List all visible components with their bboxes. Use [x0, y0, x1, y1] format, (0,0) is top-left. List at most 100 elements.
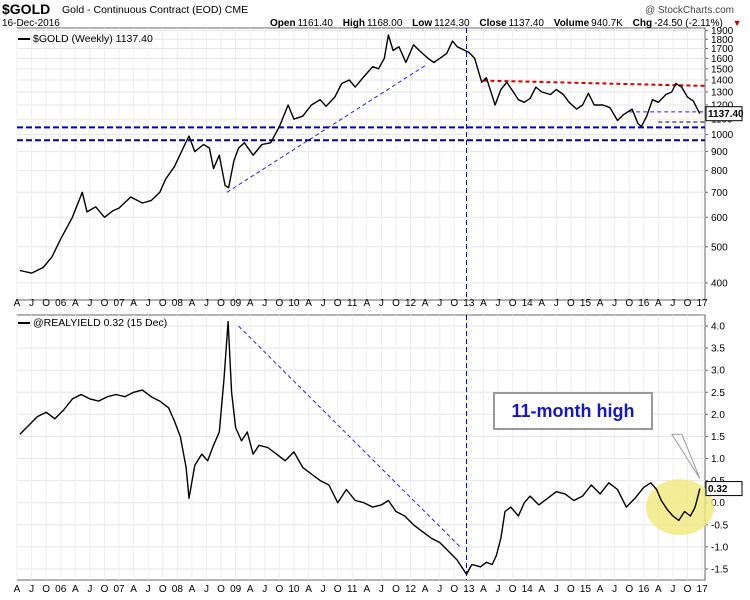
x-tick-label: J — [612, 584, 617, 595]
x-tick-label: A — [538, 298, 545, 309]
x-tick-label: 10 — [288, 298, 300, 309]
x-tick-label: J — [379, 584, 384, 595]
x-tick-label: O — [625, 584, 633, 595]
x-tick-label: A — [363, 584, 370, 595]
x-tick-label: 14 — [522, 298, 534, 309]
y-tick-label: 1000 — [711, 130, 734, 141]
x-tick-label: A — [655, 584, 662, 595]
last-value-box — [705, 106, 743, 122]
x-tick-label: 13 — [463, 584, 475, 595]
x-tick-label: A — [189, 298, 196, 309]
x-tick-label: A — [72, 298, 79, 309]
x-tick-label: A — [14, 298, 21, 309]
x-tick-label: J — [670, 584, 675, 595]
x-tick-label: 12 — [405, 298, 417, 309]
x-tick-label: O — [567, 584, 575, 595]
x-tick-label: J — [262, 298, 267, 309]
x-tick-label: J — [262, 584, 267, 595]
chg-value: -24.50 (-2.11%) — [654, 18, 723, 29]
volume-label: Volume — [553, 18, 590, 29]
x-tick-label: 07 — [113, 298, 125, 309]
x-tick-label: 16 — [638, 298, 650, 309]
x-tick-label: A — [130, 584, 137, 595]
y-tick-label: 1200 — [711, 100, 734, 111]
y-tick-label: 400 — [711, 278, 728, 289]
x-tick-label: A — [189, 584, 196, 595]
y-tick-label: 1500 — [711, 64, 734, 75]
x-tick-label: J — [437, 298, 442, 309]
chart-date: 16-Dec-2016 — [2, 18, 60, 29]
x-tick-label: A — [305, 584, 312, 595]
x-tick-label: 15 — [580, 298, 592, 309]
x-tick-label: 16 — [638, 584, 650, 595]
x-tick-label: A — [305, 298, 312, 309]
volume-value: 940.7K — [591, 18, 623, 29]
symbol-name: Gold - Continuous Contract (EOD) CME — [62, 4, 249, 16]
series-line — [19, 320, 701, 575]
x-tick-label: O — [684, 298, 692, 309]
x-tick-label: J — [87, 584, 92, 595]
x-tick-label: J — [29, 584, 34, 595]
trendline — [238, 325, 461, 548]
x-tick-label: J — [612, 298, 617, 309]
x-tick-label: O — [217, 584, 225, 595]
x-tick-label: 09 — [230, 584, 242, 595]
trendline — [226, 65, 426, 193]
y-tick-label: 1700 — [711, 44, 734, 55]
high-label: High — [342, 18, 365, 29]
x-tick-label: J — [87, 298, 92, 309]
x-tick-label: 07 — [113, 584, 125, 595]
x-tick-label: 06 — [55, 298, 67, 309]
ohlc-readout: Open 1161.40 High 1168.00 Low 1124.30 Close… — [270, 18, 742, 29]
open-label: Open — [270, 18, 296, 29]
close-value: 1137.40 — [508, 18, 544, 29]
y-tick-label: 1.0 — [711, 454, 725, 465]
x-tick-label: J — [204, 584, 209, 595]
x-tick-label: 13 — [463, 298, 475, 309]
x-tick-label: 14 — [522, 584, 534, 595]
x-tick-label: J — [437, 584, 442, 595]
panel1-legend: $GOLD (Weekly) 1137.40 — [18, 33, 153, 45]
y-tick-label: -1.0 — [711, 542, 729, 553]
x-tick-label: J — [321, 584, 326, 595]
x-tick-label: J — [554, 584, 559, 595]
high-value: 1168.00 — [366, 18, 403, 29]
x-tick-label: A — [597, 584, 604, 595]
panel-frame — [16, 314, 706, 581]
y-tick-label: -1.5 — [711, 564, 729, 575]
x-tick-label: 15 — [580, 584, 592, 595]
x-tick-label: J — [204, 298, 209, 309]
last-value-box — [705, 481, 743, 497]
x-tick-label: 10 — [288, 584, 300, 595]
series-line — [19, 34, 701, 274]
y-tick-label: 1300 — [711, 88, 734, 99]
y-tick-label: 1600 — [711, 54, 734, 65]
legend-line-icon — [18, 322, 30, 325]
low-value: 1124.30 — [434, 18, 470, 29]
x-tick-label: O — [334, 584, 342, 595]
x-tick-label: A — [422, 298, 429, 309]
x-tick-label: A — [14, 584, 21, 595]
x-tick-label: J — [379, 298, 384, 309]
x-tick-label: A — [480, 298, 487, 309]
x-tick-label: A — [247, 584, 254, 595]
chg-label: Chg — [632, 18, 653, 29]
y-tick-label: 3.0 — [711, 366, 725, 377]
x-tick-label: 08 — [172, 584, 184, 595]
down-triangle-icon: ▼ — [732, 18, 742, 28]
x-tick-label: O — [42, 298, 50, 309]
x-tick-label: J — [146, 298, 151, 309]
y-tick-label: 0.0 — [711, 498, 725, 509]
y-tick-label: -0.5 — [711, 520, 729, 531]
x-tick-label: O — [392, 584, 400, 595]
close-label: Close — [479, 18, 507, 29]
x-tick-label: O — [509, 584, 517, 595]
x-tick-label: J — [496, 584, 501, 595]
x-tick-label: O — [101, 298, 109, 309]
x-tick-label: 11 — [347, 584, 358, 595]
x-tick-label: J — [29, 298, 34, 309]
watermark: @ StockCharts.com — [644, 5, 734, 16]
x-tick-label: 08 — [172, 298, 184, 309]
x-tick-label: O — [392, 298, 400, 309]
